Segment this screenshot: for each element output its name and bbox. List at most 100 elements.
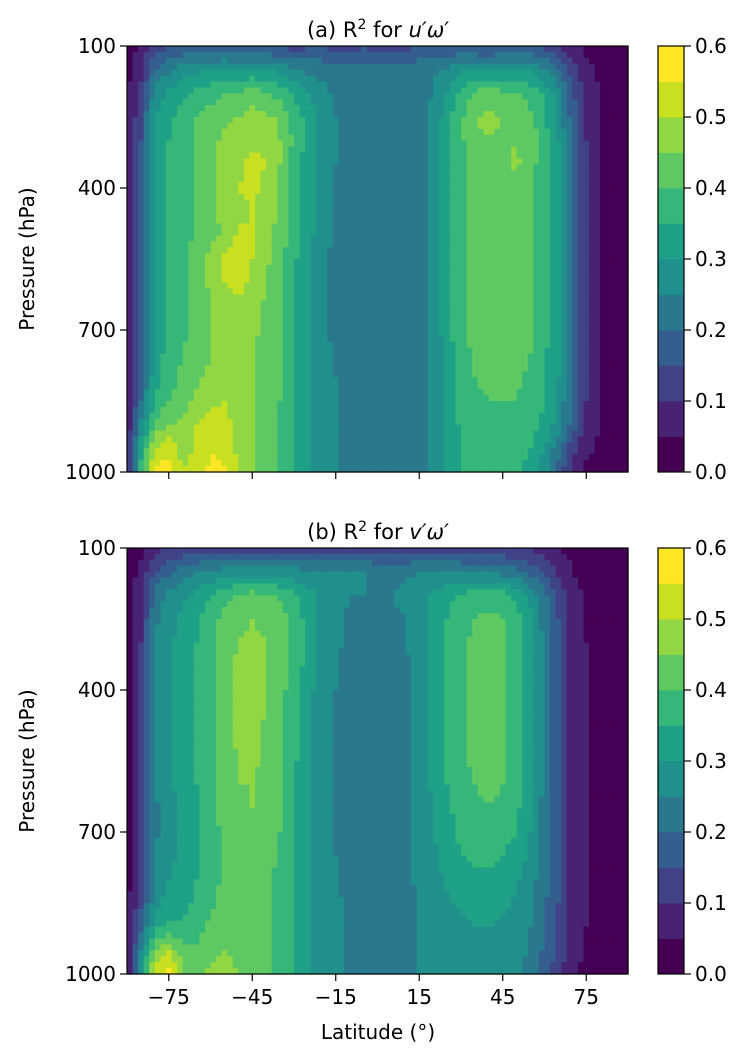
heatmap-cell: [444, 146, 451, 154]
heatmap-cell: [410, 347, 418, 355]
heatmap-cell: [132, 140, 139, 148]
heatmap-cell: [561, 152, 568, 160]
heatmap-cell: [488, 176, 495, 183]
heatmap-cell: [505, 87, 512, 94]
heatmap-cell: [338, 176, 345, 183]
heatmap-cell: [138, 63, 145, 71]
heatmap-cell: [616, 318, 624, 325]
heatmap-cell: [566, 241, 573, 248]
heatmap-cell: [433, 51, 440, 59]
heatmap-cell: [461, 259, 468, 266]
heatmap-cell: [260, 365, 267, 373]
heatmap-cell: [455, 63, 462, 71]
heatmap-cell: [294, 46, 301, 53]
heatmap-cell: [182, 318, 189, 325]
heatmap-cell: [182, 247, 189, 254]
heatmap-cell: [149, 176, 156, 183]
heatmap-cell: [327, 300, 334, 307]
heatmap-cell: [282, 324, 290, 331]
heatmap-cell: [143, 75, 150, 83]
heatmap-cell: [566, 223, 573, 231]
heatmap-cell: [221, 81, 228, 89]
heatmap-cell: [349, 264, 356, 272]
heatmap-cell: [449, 140, 457, 148]
heatmap-cell: [216, 122, 223, 130]
heatmap-cell: [210, 276, 217, 284]
heatmap-cell: [410, 270, 418, 278]
heatmap-cell: [127, 300, 134, 307]
heatmap-cell: [577, 164, 585, 171]
heatmap-cell: [344, 353, 351, 361]
heatmap-cell: [349, 87, 356, 94]
heatmap-cell: [321, 146, 328, 154]
heatmap-cell: [210, 134, 217, 142]
heatmap-cell: [555, 335, 562, 343]
heatmap-cell: [294, 170, 301, 177]
heatmap-cell: [605, 288, 612, 296]
heatmap-cell: [188, 247, 195, 254]
heatmap-cell: [561, 318, 568, 325]
heatmap-cell: [216, 347, 223, 355]
heatmap-cell: [494, 63, 501, 71]
heatmap-cell: [505, 170, 512, 177]
heatmap-cell: [472, 122, 479, 130]
heatmap-cell: [332, 93, 340, 100]
heatmap-cell: [210, 152, 217, 160]
heatmap-cell: [466, 164, 473, 171]
heatmap-cell: [488, 235, 495, 242]
heatmap-cell: [243, 170, 251, 177]
heatmap-cell: [383, 193, 390, 201]
heatmap-cell: [511, 359, 518, 367]
heatmap-cell: [622, 359, 629, 367]
heatmap-cell: [271, 99, 278, 106]
heatmap-cell: [377, 87, 384, 94]
heatmap-cell: [154, 128, 161, 136]
heatmap-cell: [533, 199, 540, 207]
heatmap-cell: [566, 63, 573, 71]
heatmap-cell: [577, 335, 585, 343]
heatmap-cell: [188, 300, 195, 307]
heatmap-cell: [388, 87, 395, 94]
heatmap-cell: [444, 270, 451, 278]
heatmap-cell: [177, 259, 184, 266]
heatmap-cell: [449, 341, 457, 349]
heatmap-cell: [221, 117, 228, 124]
heatmap-cell: [622, 158, 629, 165]
heatmap-cell: [366, 330, 373, 337]
heatmap-cell: [550, 264, 557, 272]
heatmap-cell: [505, 128, 512, 136]
heatmap-cell: [371, 365, 379, 373]
heatmap-cell: [388, 347, 395, 355]
heatmap-cell: [511, 270, 518, 278]
heatmap-cell: [416, 122, 423, 130]
heatmap-cell: [611, 164, 618, 171]
heatmap-cell: [160, 365, 167, 373]
heatmap-cell: [511, 69, 518, 77]
heatmap-cell: [193, 99, 200, 106]
heatmap-cell: [488, 294, 495, 302]
heatmap-cell: [427, 359, 434, 367]
heatmap-cell: [227, 57, 234, 65]
heatmap-cell: [332, 211, 340, 219]
heatmap-cell: [466, 330, 473, 337]
heatmap-cell: [154, 330, 161, 337]
heatmap-cell: [138, 282, 145, 290]
heatmap-cell: [477, 247, 484, 254]
heatmap-cell: [589, 253, 596, 260]
heatmap-cell: [511, 347, 518, 355]
heatmap-cell: [204, 158, 212, 165]
heatmap-cell: [338, 81, 345, 89]
heatmap-cell: [572, 288, 579, 296]
heatmap-cell: [127, 347, 134, 355]
heatmap-cell: [622, 122, 629, 130]
heatmap-cell: [611, 63, 618, 71]
heatmap-cell: [316, 241, 323, 248]
heatmap-cell: [600, 63, 607, 71]
heatmap-cell: [461, 264, 468, 272]
heatmap-cell: [527, 259, 534, 266]
heatmap-cell: [232, 353, 239, 361]
heatmap-cell: [271, 235, 278, 242]
heatmap-cell: [143, 188, 150, 195]
heatmap-cell: [399, 341, 406, 349]
heatmap-cell: [449, 306, 457, 313]
